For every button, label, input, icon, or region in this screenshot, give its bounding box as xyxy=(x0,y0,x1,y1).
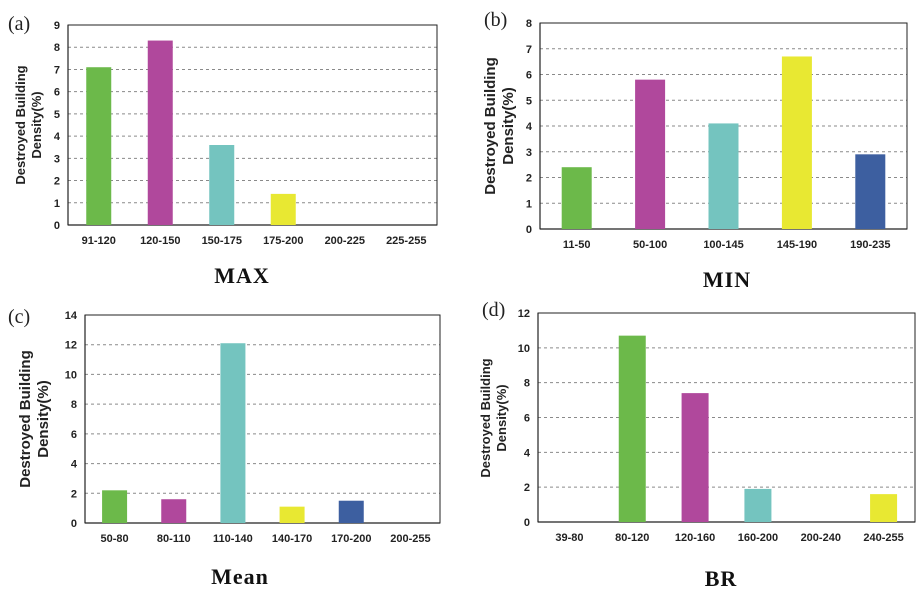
y-tick-label: 1 xyxy=(526,198,532,210)
x-tick-label: 170-200 xyxy=(331,533,371,545)
x-tick-label: 80-120 xyxy=(615,532,649,544)
chart-panel-0: 0 1 2 3 4 5 6 7 8 9 91-120 120-150 150-175 175-200 200… xyxy=(8,13,438,288)
bar-100-145 xyxy=(708,123,739,229)
bar-160-200 xyxy=(744,488,772,522)
x-tick-label: 39-80 xyxy=(555,532,583,544)
y-axis-label: Destroyed BuildingDensity(%) xyxy=(478,358,509,477)
x-tick-label: 140-170 xyxy=(272,533,312,545)
chart-panel-1: 0 1 2 3 4 5 6 7 8 11-50 50-100 100-145 145-190 190-23… xyxy=(482,9,908,292)
bar-11-50 xyxy=(561,167,592,229)
y-tick-label: 14 xyxy=(65,310,78,322)
x-tick-label: 150-175 xyxy=(202,235,242,247)
x-tick-label: 175-200 xyxy=(263,235,303,247)
y-tick-label: 4 xyxy=(526,121,533,133)
x-tick-label: 200-240 xyxy=(801,532,841,544)
x-tick-label: 120-150 xyxy=(140,235,180,247)
bar-190-235 xyxy=(855,154,886,229)
panel-label: (a) xyxy=(8,13,30,35)
bar-120-160 xyxy=(681,393,709,522)
y-tick-label: 9 xyxy=(54,20,60,32)
y-tick-label: 0 xyxy=(54,220,60,232)
y-tick-label: 2 xyxy=(526,173,532,185)
bar-91-120 xyxy=(86,67,112,225)
bar-150-175 xyxy=(209,145,235,225)
y-axis-label: Destroyed BuildingDensity(%) xyxy=(482,57,517,195)
x-tick-label: 100-145 xyxy=(703,239,743,251)
y-tick-label: 10 xyxy=(518,343,530,355)
plot-frame xyxy=(67,24,438,226)
y-tick-label: 6 xyxy=(54,87,60,99)
bar-240-255 xyxy=(870,494,898,522)
bar-80-120 xyxy=(618,335,646,522)
x-tick-label: 200-255 xyxy=(390,533,430,545)
y-tick-label: 7 xyxy=(526,44,532,56)
y-tick-label: 0 xyxy=(71,518,77,530)
y-tick-label: 12 xyxy=(65,340,77,352)
x-tick-label: 200-225 xyxy=(325,235,365,247)
y-tick-label: 1 xyxy=(54,198,60,210)
y-tick-label: 4 xyxy=(524,447,531,459)
y-axis-label: Destroyed BuildingDensity(%) xyxy=(13,65,44,184)
x-tick-label: 50-80 xyxy=(101,533,129,545)
x-tick-label: 50-100 xyxy=(633,239,667,251)
bar-145-190 xyxy=(781,56,812,229)
y-tick-label: 8 xyxy=(526,18,532,30)
x-tick-label: 240-255 xyxy=(863,532,903,544)
y-tick-label: 2 xyxy=(524,482,530,494)
x-tick-label: 80-110 xyxy=(157,533,191,545)
x-tick-label: 160-200 xyxy=(738,532,778,544)
y-tick-label: 5 xyxy=(526,95,532,107)
y-tick-label: 6 xyxy=(524,413,530,425)
y-tick-label: 7 xyxy=(54,64,60,76)
y-tick-label: 2 xyxy=(71,488,77,500)
y-tick-label: 2 xyxy=(54,176,60,188)
y-axis-label: Destroyed BuildingDensity(%) xyxy=(17,350,52,488)
chart-title: Mean xyxy=(211,564,269,589)
panel-label: (b) xyxy=(484,9,507,31)
x-tick-label: 11-50 xyxy=(563,239,591,251)
bar-120-150 xyxy=(147,40,173,225)
y-tick-label: 0 xyxy=(526,224,532,236)
y-tick-label: 8 xyxy=(524,378,530,390)
y-tick-label: 5 xyxy=(54,109,60,121)
x-tick-label: 91-120 xyxy=(82,235,116,247)
bar-110-140 xyxy=(220,343,246,523)
y-tick-label: 4 xyxy=(54,131,61,143)
chart-title: MIN xyxy=(703,267,751,292)
chart-title: BR xyxy=(705,566,738,590)
chart-title: MAX xyxy=(214,263,270,288)
bar-50-80 xyxy=(102,490,128,523)
chart-panel-3: 0 2 4 6 8 10 12 39-80 80-120 120-160 160-200 200-24… xyxy=(478,299,916,590)
bar-170-200 xyxy=(338,500,364,523)
x-tick-label: 225-255 xyxy=(386,235,426,247)
chart-panel-2: 0 2 4 6 8 10 12 14 50-80 80-110 110-140 140-170 170-… xyxy=(8,306,441,589)
bar-140-170 xyxy=(279,506,305,523)
y-tick-label: 10 xyxy=(65,369,77,381)
x-tick-label: 145-190 xyxy=(777,239,817,251)
y-tick-label: 0 xyxy=(524,517,530,529)
plot-frame xyxy=(84,314,441,524)
panel-label: (c) xyxy=(8,306,30,328)
bar-175-200 xyxy=(270,193,296,225)
y-tick-label: 8 xyxy=(54,42,60,54)
panel-label: (d) xyxy=(482,299,505,321)
bar-50-100 xyxy=(635,79,666,230)
x-tick-label: 190-235 xyxy=(850,239,890,251)
y-tick-label: 8 xyxy=(71,399,77,411)
x-tick-label: 110-140 xyxy=(213,533,253,545)
y-tick-label: 6 xyxy=(526,70,532,82)
y-tick-label: 6 xyxy=(71,429,77,441)
y-tick-label: 4 xyxy=(71,459,78,471)
y-tick-label: 3 xyxy=(54,153,60,165)
bar-80-110 xyxy=(161,499,187,523)
x-tick-label: 120-160 xyxy=(675,532,715,544)
y-tick-label: 3 xyxy=(526,147,532,159)
y-tick-label: 12 xyxy=(518,308,530,320)
